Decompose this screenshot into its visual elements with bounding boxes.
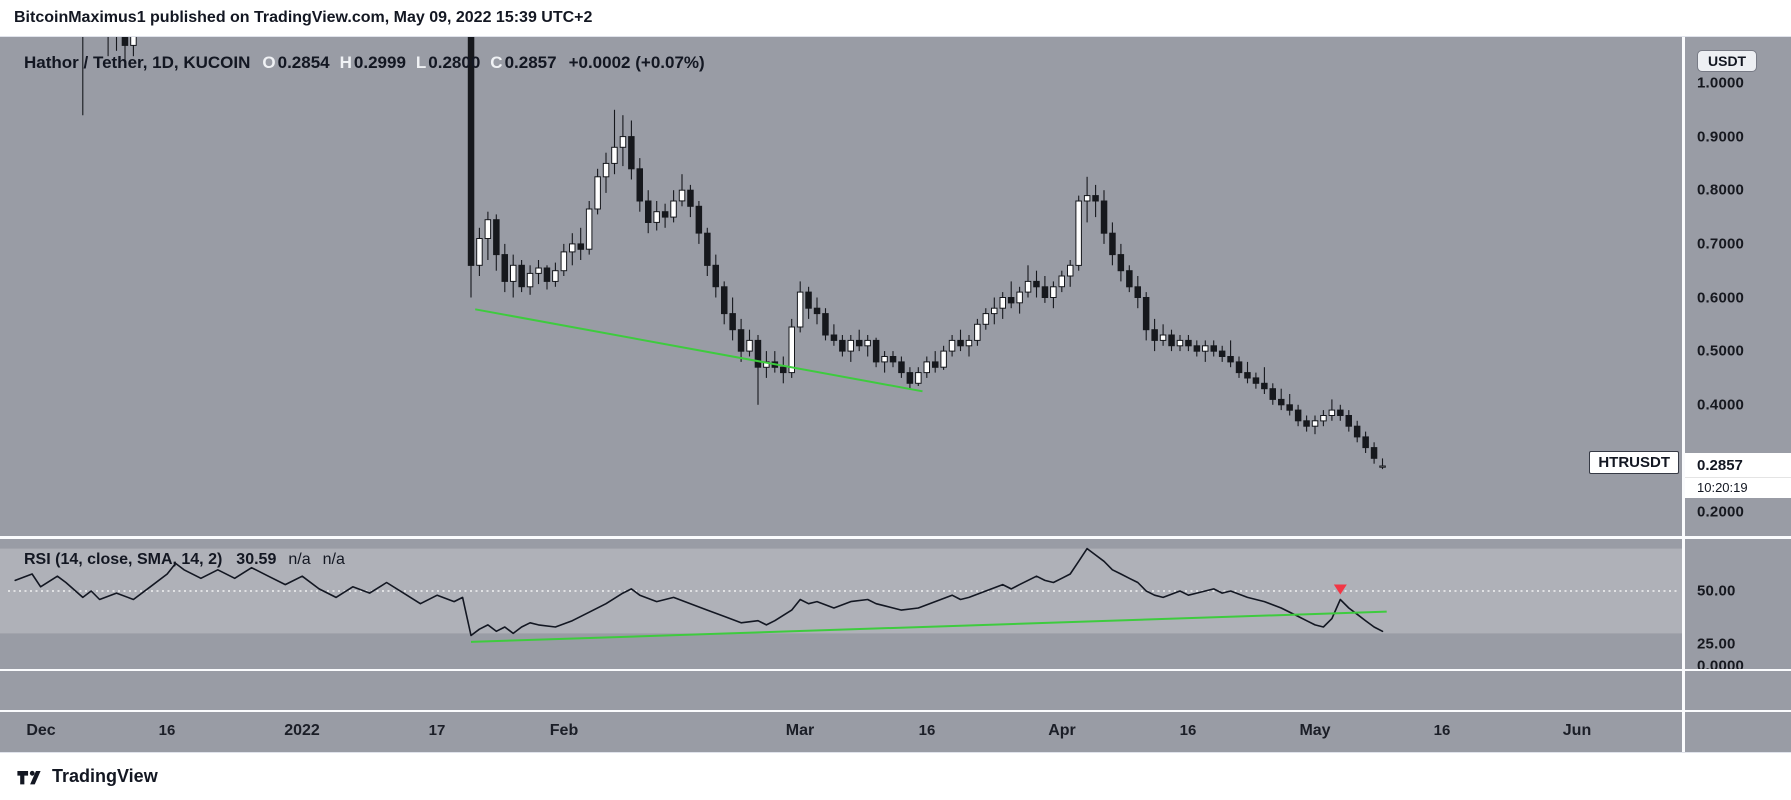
time-axis-label: 16 [158,722,176,739]
price-axis-label: 1.0000 [1697,74,1745,92]
time-axis-label: Dec [26,722,56,739]
last-price-label: 0.2857 10:20:19 [1684,453,1791,498]
tradingview-logo-icon[interactable] [16,764,42,790]
candlestick-chart-canvas[interactable] [0,37,1684,712]
price-axis-label: 0.2000 [1697,503,1745,521]
pane-separator-rsi-bottom[interactable] [0,669,1791,671]
legend-low: L 0.2800 [415,53,481,72]
pane-separator-price-rsi[interactable] [0,536,1791,539]
price-axis-label: 0.6000 [1697,289,1745,307]
time-axis-label: Mar [785,722,815,739]
ticker-label: HTRUSDT [1589,451,1679,474]
rsi-line [14,547,1384,637]
time-axis-label: 16 [1433,722,1451,739]
legend-close: C 0.2857 [490,53,557,72]
publish-header-text: BitcoinMaximus1 published on TradingView… [14,9,593,26]
time-axis[interactable]: Dec 16 2022 17 Feb Mar 16 Apr 16 May 16 Jun [0,712,1791,752]
price-axis[interactable]: USDT 1.0000 0.9000 0.8000 0.7000 0.6000 0.500… [1684,37,1791,752]
publish-header: BitcoinMaximus1 published on TradingView… [0,0,1791,37]
chart-area[interactable]: Hathor / Tether, 1D, KUCOIN O 0.2854 H 0.2… [0,37,1684,712]
price-trendline [475,308,923,393]
time-axis-label: Jun [1562,722,1592,739]
footer: TradingView [0,752,1791,800]
rsi-legend: RSI (14, close, SMA, 14, 2) 30.59 n/a n/… [24,551,345,569]
price-axis-label: 0.5000 [1697,342,1745,360]
last-price-value: 0.2857 [1697,457,1743,474]
rsi-axis-label-0: 0.0000 [1697,657,1745,675]
legend-open: O 0.2854 [262,53,330,72]
rsi-value: 30.59 [236,551,277,568]
price-axis-label: 0.4000 [1697,396,1745,414]
symbol-title[interactable]: Hathor / Tether, 1D, KUCOIN [24,53,251,72]
time-axis-separator [0,710,1791,712]
time-axis-label: 2022 [284,722,320,739]
currency-badge[interactable]: USDT [1697,50,1758,72]
rsi-na-1: n/a [288,551,311,568]
time-axis-label: Apr [1048,722,1076,739]
legend-change: +0.0002 (+0.07%) [568,53,705,72]
time-axis-label: May [1299,722,1331,739]
time-axis-label: 16 [1179,722,1197,739]
legend-high: H 0.2999 [339,53,406,72]
price-axis-label: 0.7000 [1697,235,1745,253]
price-axis-separator[interactable] [1682,37,1685,752]
brand-name[interactable]: TradingView [52,766,158,786]
price-legend: Hathor / Tether, 1D, KUCOIN O 0.2854 H 0.2… [24,53,705,73]
price-axis-label: 0.9000 [1697,128,1745,146]
bar-countdown: 10:20:19 [1684,477,1791,498]
sell-signal-marker [1333,584,1347,595]
rsi-axis-label-50: 50.00 [1697,582,1736,600]
rsi-na-2: n/a [322,551,345,568]
rsi-trendline [470,610,1387,643]
rsi-axis-label-25: 25.00 [1697,635,1736,653]
time-axis-label: 17 [428,722,446,739]
time-axis-label: 16 [918,722,936,739]
time-axis-label: Feb [549,722,579,739]
rsi-indicator-title[interactable]: RSI (14, close, SMA, 14, 2) [24,551,223,568]
price-axis-label: 0.8000 [1697,181,1745,199]
rsi-band [0,548,1684,634]
